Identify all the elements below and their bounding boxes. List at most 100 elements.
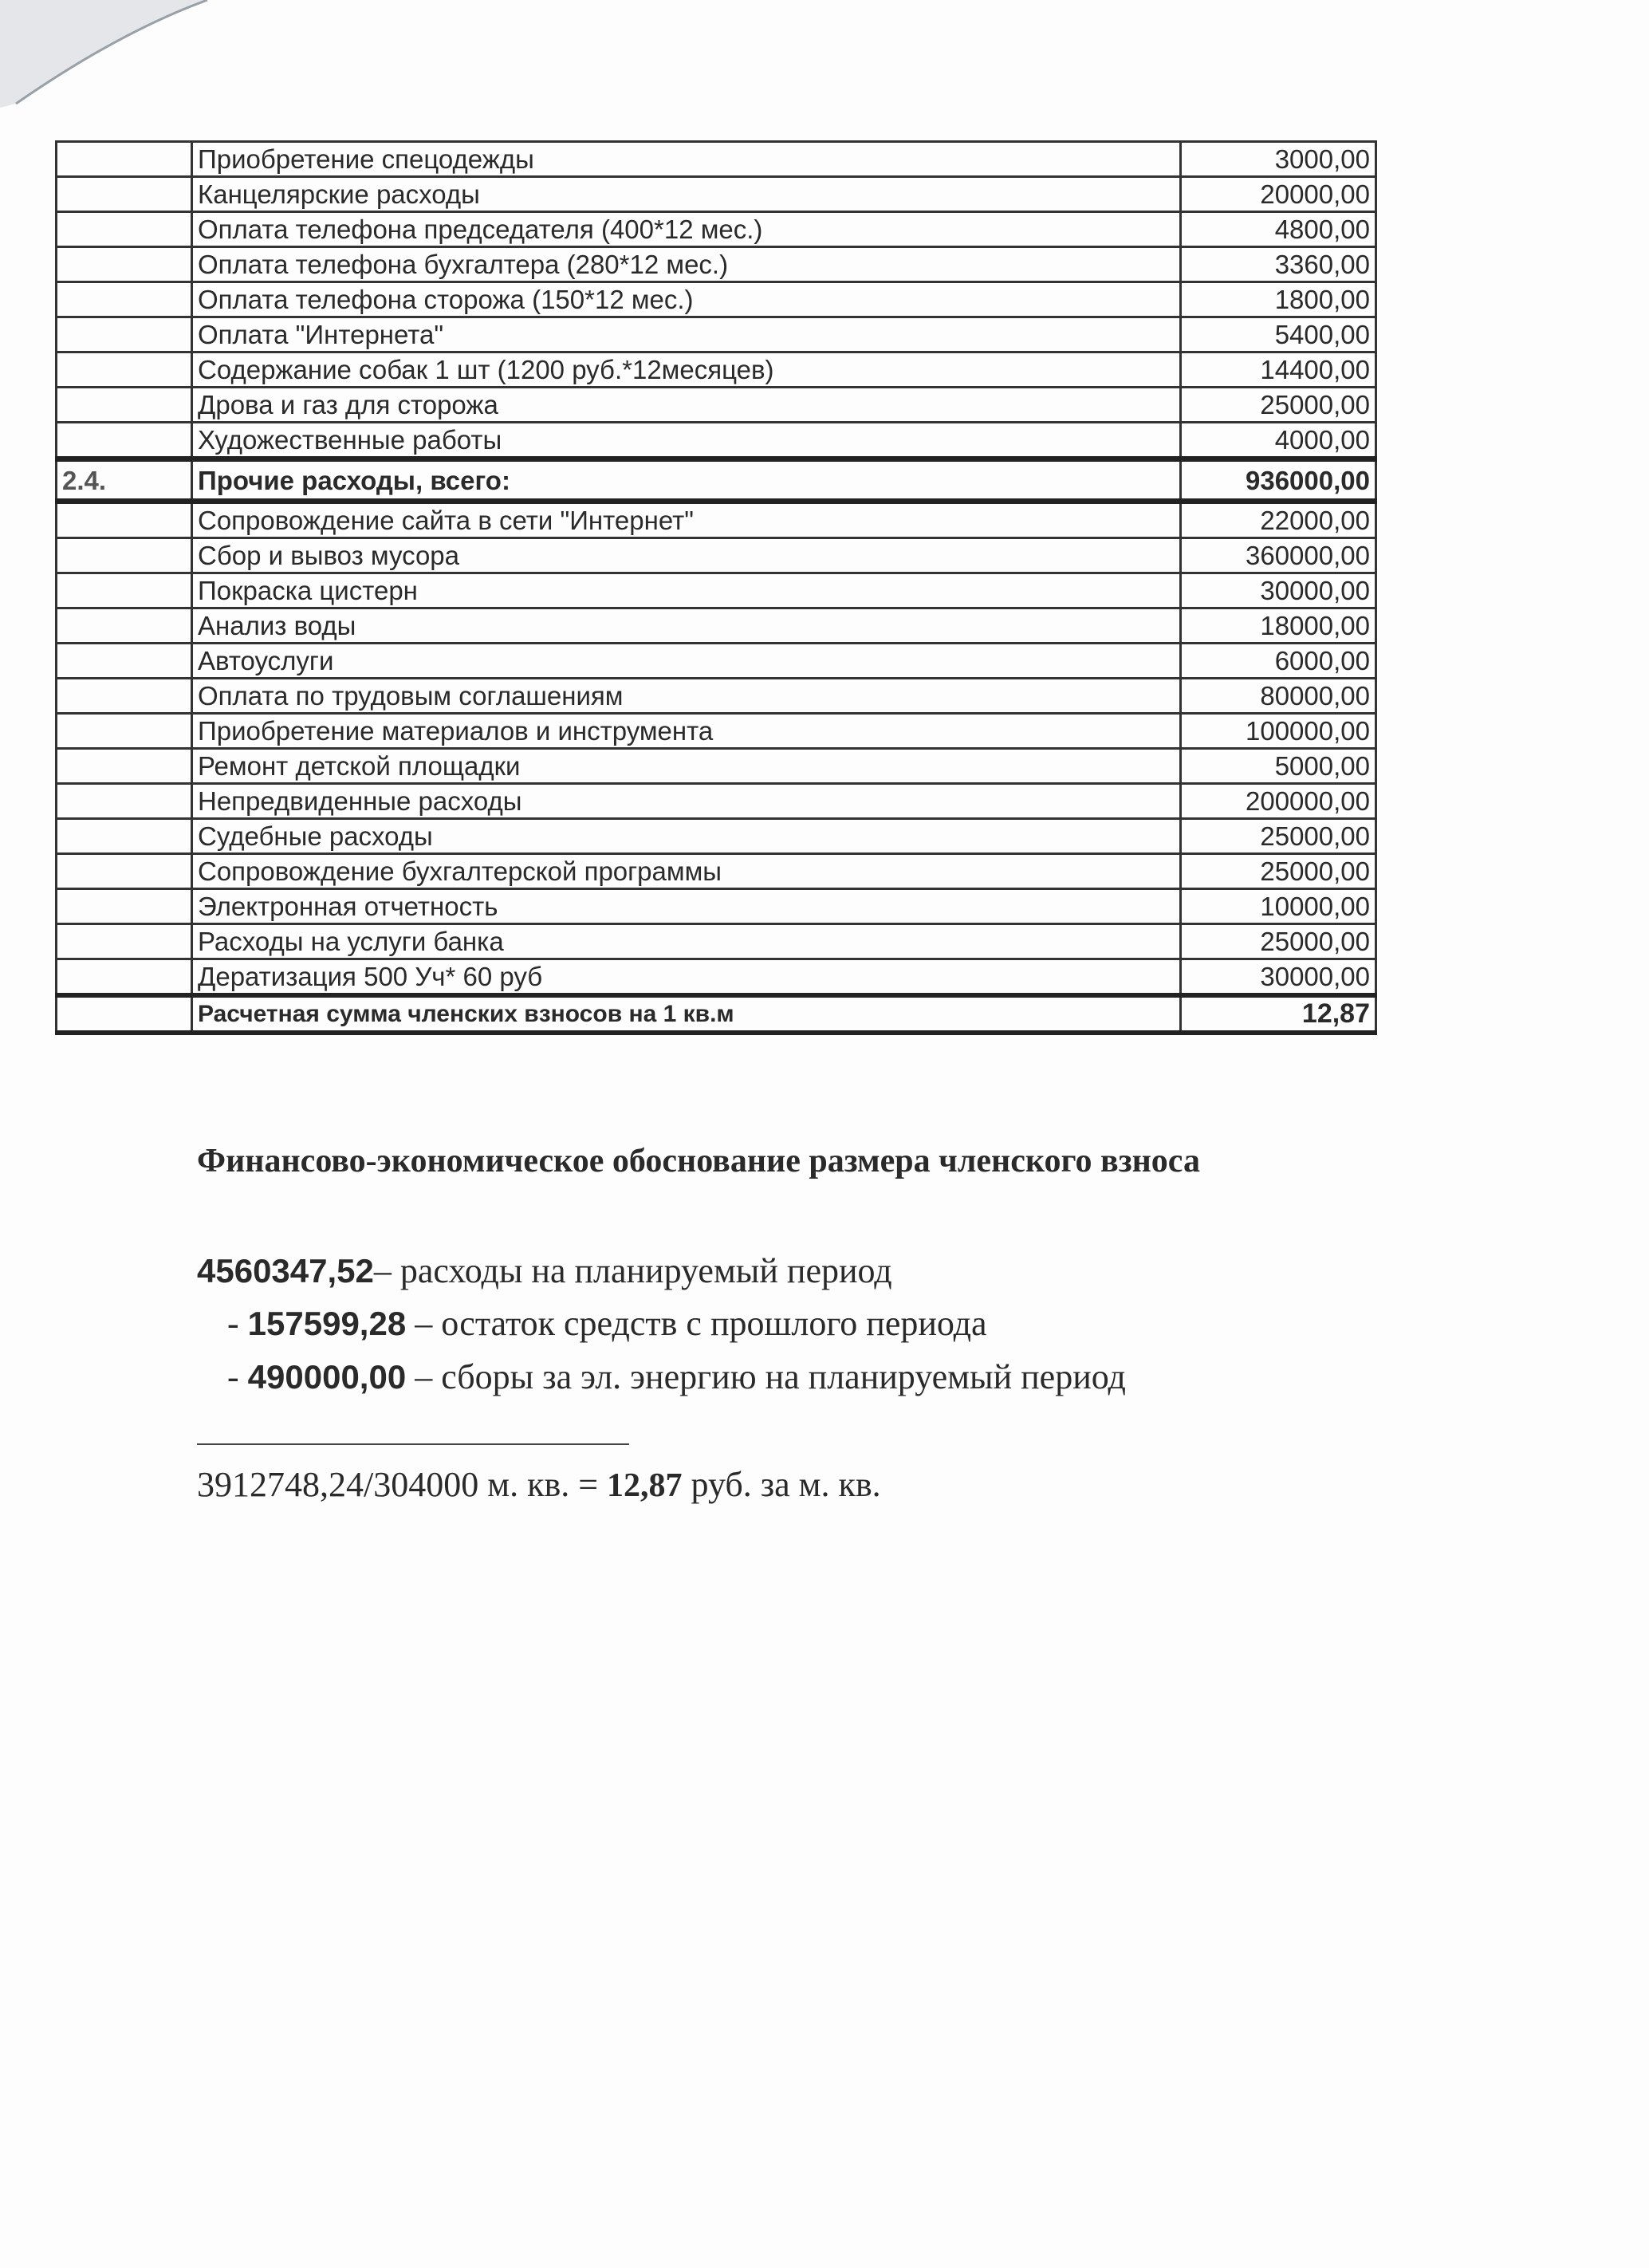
row-label: Приобретение материалов и инструмента [191,712,1182,750]
row-label: Оплата телефона сторожа (150*12 мес.) [191,281,1182,318]
row-amount: 12,87 [1179,993,1377,1035]
row-number [55,500,193,539]
row-number [55,537,193,574]
row-number [55,712,193,750]
table-row: Дрова и газ для сторожа 25000,00 [55,386,1377,423]
table-row: Электронная отчетность 10000,00 [55,888,1377,925]
row-label: Непредвиденные расходы [191,782,1182,820]
table-row: Судебные расходы 25000,00 [55,817,1377,855]
row-label: Сбор и вывоз мусора [191,537,1182,574]
row-amount: 22000,00 [1179,500,1377,539]
row-number [55,642,193,679]
final-row: Расчетная сумма членских взносов на 1 кв… [55,993,1377,1035]
row-label: Анализ воды [191,607,1182,644]
folded-corner-shadow [0,0,208,108]
table-row: Содержание собак 1 шт (1200 руб.*12месяц… [55,351,1377,388]
row-number [55,747,193,785]
row-number [55,175,193,213]
row-label: Художественные работы [191,421,1182,460]
row-number [55,958,193,997]
row-label: Автоуслуги [191,642,1182,679]
table-row: Сопровождение бухгалтерской программы 250… [55,852,1377,890]
row-amount: 30000,00 [1179,572,1377,609]
row-label: Канцелярские расходы [191,175,1182,213]
table-row: Оплата телефона бухгалтера (280*12 мес.)… [55,246,1377,283]
row-label: Оплата телефона председателя (400*12 мес… [191,211,1182,248]
row-number [55,993,193,1035]
table-row: Дератизация 500 Уч* 60 руб 30000,00 [55,958,1377,997]
row-amount: 3000,00 [1179,140,1377,178]
row-label: Дрова и газ для сторожа [191,386,1182,423]
row-number [55,677,193,715]
row-amount: 25000,00 [1179,923,1377,960]
table-row: Покраска цистерн 30000,00 [55,572,1377,609]
row-label: Дератизация 500 Уч* 60 руб [191,958,1182,997]
table-row: Анализ воды 18000,00 [55,607,1377,644]
row-amount: 10000,00 [1179,888,1377,925]
table-row: Оплата по трудовым соглашениям 80000,00 [55,677,1377,715]
justification-title: Финансово-экономическое обоснование разм… [197,1143,1200,1179]
table-row: Сбор и вывоз мусора 360000,00 [55,537,1377,574]
row-number [55,888,193,925]
table-row: Художественные работы 4000,00 [55,421,1377,460]
row-label: Судебные расходы [191,817,1182,855]
table-row: Приобретение материалов и инструмента 100… [55,712,1377,750]
row-label: Электронная отчетность [191,888,1182,925]
row-amount: 18000,00 [1179,607,1377,644]
row-amount: 4000,00 [1179,421,1377,460]
row-amount: 1800,00 [1179,281,1377,318]
table-row: Оплата телефона председателя (400*12 мес… [55,211,1377,248]
electricity-line: - 490000,00 – сборы за эл. энергию на пл… [227,1357,1126,1396]
row-amount: 30000,00 [1179,958,1377,997]
row-amount: 80000,00 [1179,677,1377,715]
row-label: Оплата по трудовым соглашениям [191,677,1182,715]
row-amount: 5400,00 [1179,316,1377,353]
row-number [55,351,193,388]
row-number [55,852,193,890]
row-number [55,572,193,609]
row-amount: 4800,00 [1179,211,1377,248]
table-row: Приобретение спецодежды 3000,00 [55,140,1377,178]
row-label: Сопровождение сайта в сети "Интернет" [191,500,1182,539]
budget-table: Приобретение спецодежды 3000,00 Канцелярск… [55,140,1377,1035]
row-label: Покраска цистерн [191,572,1182,609]
row-label: Сопровождение бухгалтерской программы [191,852,1182,890]
row-amount: 20000,00 [1179,175,1377,213]
row-amount: 25000,00 [1179,386,1377,423]
row-number [55,923,193,960]
row-number [55,211,193,248]
row-number [55,782,193,820]
row-number [55,607,193,644]
row-amount: 14400,00 [1179,351,1377,388]
row-number [55,140,193,178]
row-amount: 100000,00 [1179,712,1377,750]
result-line: 3912748,24/304000 м. кв. = 12,87 руб. за… [197,1465,881,1504]
row-number [55,246,193,283]
row-number [55,281,193,318]
row-amount: 936000,00 [1179,456,1377,504]
row-amount: 25000,00 [1179,852,1377,890]
balance-line: - 157599,28 – остаток средств с прошлого… [227,1304,987,1343]
divider-line [197,1443,629,1445]
row-label: Ремонт детской площадки [191,747,1182,785]
row-label: Расходы на услуги банка [191,923,1182,960]
row-label: Прочие расходы, всего: [191,456,1182,504]
row-number [55,421,193,460]
row-number [55,386,193,423]
table-row: Автоуслуги 6000,00 [55,642,1377,679]
total-row: 2.4. Прочие расходы, всего: 936000,00 [55,456,1377,504]
table-row: Непредвиденные расходы 200000,00 [55,782,1377,820]
row-label: Приобретение спецодежды [191,140,1182,178]
row-amount: 360000,00 [1179,537,1377,574]
row-amount: 200000,00 [1179,782,1377,820]
row-amount: 6000,00 [1179,642,1377,679]
table-row: Сопровождение сайта в сети "Интернет" 220… [55,500,1377,539]
table-row: Канцелярские расходы 20000,00 [55,175,1377,213]
row-amount: 25000,00 [1179,817,1377,855]
row-amount: 5000,00 [1179,747,1377,785]
row-number: 2.4. [55,456,193,504]
row-label: Расчетная сумма членских взносов на 1 кв… [191,993,1182,1035]
row-label: Содержание собак 1 шт (1200 руб.*12месяц… [191,351,1182,388]
table-row: Ремонт детской площадки 5000,00 [55,747,1377,785]
table-row: Оплата телефона сторожа (150*12 мес.) 180… [55,281,1377,318]
